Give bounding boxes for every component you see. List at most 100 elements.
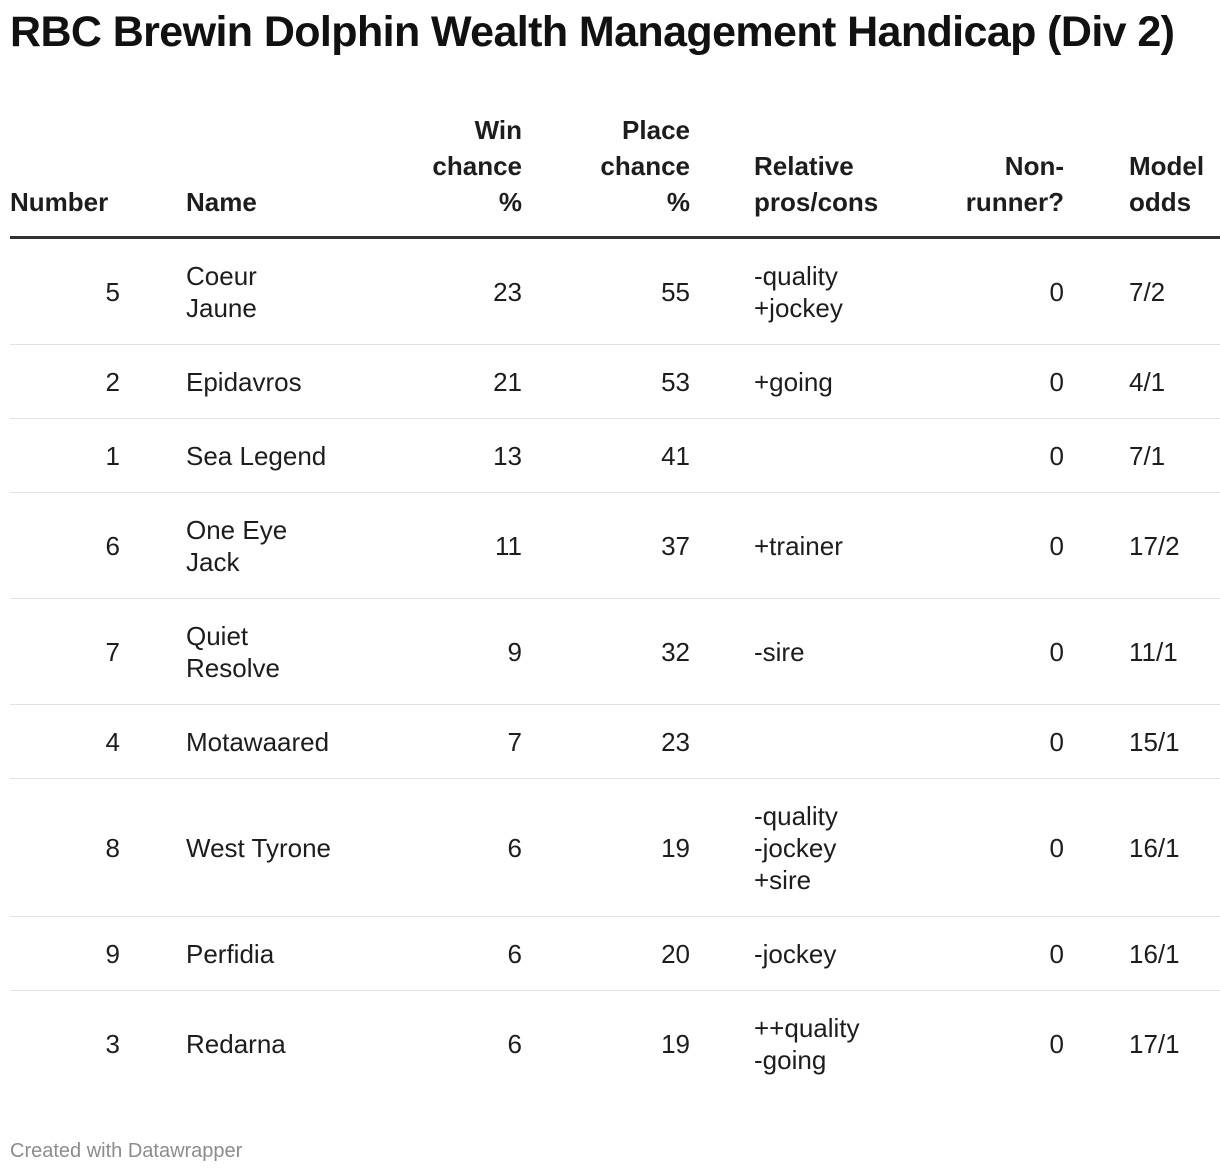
cell-win: 21 [372,344,522,419]
cell-number: 6 [10,492,120,599]
table-row: 4 Motawaared 7 23 0 15/1 [10,704,1220,779]
cell-nonrunner: 0 [954,704,1064,779]
cell-number: 2 [10,344,120,419]
column-header-text: odds [1129,187,1192,217]
cell-odds: 16/1 [1064,778,1220,917]
column-header-text: % [666,187,690,217]
cell-odds: 4/1 [1064,344,1220,419]
cell-name: West Tyrone [120,778,372,917]
cell-pros: +trainer [690,492,954,599]
column-header-text: Model [1129,151,1205,181]
cell-name-line: Coeur [186,260,257,291]
cell-win: 11 [372,492,522,599]
table-body: 5 Coeur Jaune 23 55 -quality +jockey 0 7/2 2 Epida… [10,237,1220,1097]
cell-nonrunner: 0 [954,418,1064,493]
cell-nonrunner: 0 [954,778,1064,917]
cell-name: Epidavros [120,344,372,419]
cell-pros-line: -jockey [754,938,837,969]
cell-nonrunner: 0 [954,492,1064,599]
cell-pros [690,418,954,493]
cell-name-line: Quiet [186,620,249,651]
cell-pros-line: -quality [754,800,838,831]
cell-name-line: Resolve [186,652,280,683]
cell-name-line: Jack [186,546,240,577]
cell-pros-line: ++quality [754,1012,860,1043]
cell-name-line: Motawaared [186,726,330,757]
column-header-name: Name [120,112,372,239]
cell-odds: 17/2 [1064,492,1220,599]
cell-pros [690,704,954,779]
cell-win: 6 [372,916,522,991]
table-row: 8 West Tyrone 6 19 -quality -jockey +sire 0 16/1 [10,778,1220,917]
cell-pros-line: -going [754,1044,827,1075]
cell-pros: -quality -jockey +sire [690,778,954,917]
cell-nonrunner: 0 [954,916,1064,991]
cell-pros: -jockey [690,916,954,991]
cell-number: 5 [10,237,120,345]
column-header-text: Win [474,115,522,145]
cell-place: 23 [522,704,690,779]
cell-place: 20 [522,916,690,991]
cell-name: Coeur Jaune [120,237,372,345]
cell-win: 6 [507,1028,522,1059]
cell-pros-line: +trainer [754,530,843,561]
cell-name-line: West Tyrone [186,832,331,863]
chart-title: RBC Brewin Dolphin Wealth Management Han… [10,8,1175,56]
table-header: Number Name Win chance% Place chance% Relative… [10,112,1220,239]
cell-nonrunner: 0 [1049,1028,1064,1059]
cell-pros-line: +jockey [754,292,843,323]
race-table: Number Name Win chance% Place chance% Relative… [10,112,1220,1096]
cell-number: 1 [10,418,120,493]
cell-pros: -sire [690,598,954,705]
header-row: Number Name Win chance% Place chance% Relative… [10,112,1220,239]
column-header-odds: Model odds [1064,112,1220,239]
cell-nonrunner: 0 [954,237,1064,345]
column-header-number: Number [10,112,120,239]
column-header-win: Win chance% [372,112,522,239]
table-row: 3 Redarna 6 19 ++quality -going 0 17/1 [10,991,1220,1097]
cell-place: 41 [522,418,690,493]
table-row: 1 Sea Legend 13 41 0 7/1 [10,418,1220,493]
cell-place: 19 [661,1028,690,1059]
cell-nonrunner: 0 [954,598,1064,705]
cell-name-line: Jaune [186,292,257,323]
cell-name: Perfidia [120,916,372,991]
column-header-nonrunner: Non-runner? [954,112,1064,239]
cell-nonrunner: 0 [954,344,1064,419]
cell-odds: 17/1 [1129,1028,1180,1059]
cell-pros-line: -jockey [754,832,837,863]
column-header-text: chance [432,151,522,181]
cell-pros: ++quality -going [690,991,954,1097]
table-row: 9 Perfidia 6 20 -jockey 0 16/1 [10,916,1220,991]
cell-name-line: Sea Legend [186,440,327,471]
cell-name-line: One Eye [186,514,288,545]
cell-odds: 16/1 [1064,916,1220,991]
cell-odds: 7/1 [1064,418,1220,493]
cell-number: 3 [105,1028,120,1059]
table-row: 5 Coeur Jaune 23 55 -quality +jockey 0 7/2 [10,237,1220,345]
cell-number: 9 [10,916,120,991]
cell-place: 32 [522,598,690,705]
column-header-text: chance [600,151,690,181]
cell-place: 53 [522,344,690,419]
column-header-text: % [498,187,522,217]
cell-win: 9 [372,598,522,705]
cell-number: 7 [10,598,120,705]
cell-name-line: Epidavros [186,366,302,397]
cell-odds: 7/2 [1064,237,1220,345]
column-header-pros: Relative pros/cons [690,112,954,239]
cell-name: Motawaared [120,704,372,779]
column-header-text: Number [10,187,109,217]
table-row: 2 Epidavros 21 53 +going 0 4/1 [10,344,1220,419]
cell-number: 8 [10,778,120,917]
cell-pros-line: +going [754,366,833,397]
cell-win: 23 [372,237,522,345]
cell-name: Sea Legend [120,418,372,493]
cell-win: 6 [372,778,522,917]
datawrapper-credit[interactable]: Created with Datawrapper [10,1140,243,1162]
cell-pros-line: -sire [754,636,805,667]
cell-name-line: Perfidia [186,938,275,969]
column-header-text: Place [622,115,690,145]
cell-odds: 15/1 [1064,704,1220,779]
column-header-text: runner? [965,187,1064,217]
